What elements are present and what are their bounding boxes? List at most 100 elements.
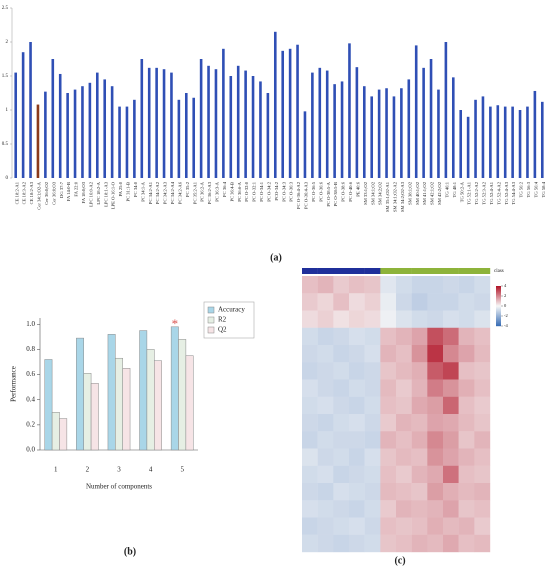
class-bar <box>364 268 381 274</box>
heat-cell <box>317 534 334 553</box>
bar <box>44 359 53 451</box>
heat-cell <box>364 465 381 484</box>
class-bar <box>302 268 318 274</box>
heat-cell <box>411 293 428 311</box>
heat-cell <box>333 500 350 518</box>
bar <box>146 349 155 451</box>
bar <box>348 43 351 178</box>
panel-label: (b) <box>124 546 136 557</box>
heat-cell <box>427 276 444 294</box>
bar <box>451 77 455 178</box>
colorbar-step <box>496 325 501 327</box>
heat-cell <box>317 448 334 466</box>
heat-cell <box>380 310 397 328</box>
bar <box>407 79 411 178</box>
x-tick-label: 2 <box>86 466 90 474</box>
heat-cell <box>396 431 412 449</box>
heat-cell <box>364 448 381 466</box>
x-tick-label: SM 35:1;O2-A1 <box>385 181 390 212</box>
colorbar-step <box>496 303 501 305</box>
heat-cell <box>396 379 412 397</box>
heat-cell <box>302 379 318 397</box>
x-tick-label: PC 34:2-A3 <box>163 181 168 204</box>
colorbar-step <box>496 294 501 296</box>
y-tick-label: 1.5 <box>2 74 9 79</box>
x-tick-label: Cer 36:0;O3 <box>51 181 56 205</box>
colorbar-step <box>496 289 501 291</box>
heat-cell <box>458 345 475 363</box>
colorbar-step <box>496 306 501 308</box>
bar <box>259 81 262 178</box>
bar <box>51 59 55 178</box>
colorbar-label: -4 <box>504 323 508 328</box>
heat-cell <box>411 431 428 449</box>
heat-cell <box>458 414 475 432</box>
heat-cell <box>474 431 491 449</box>
heat-cell <box>411 465 428 484</box>
x-tick-label: TG 52:3-A2 <box>482 181 487 204</box>
x-tick-label: SM 34:2;O2-A3 <box>400 181 405 212</box>
bar <box>526 106 529 178</box>
bar <box>288 48 292 178</box>
x-tick-label: PC O-38:5-B <box>333 182 338 206</box>
heat-cell <box>380 500 397 518</box>
heat-cell <box>380 379 397 397</box>
y-tick-label: 0.2 <box>26 420 35 428</box>
heat-cell <box>317 362 334 380</box>
colorbar-step <box>496 290 501 292</box>
heat-cell <box>411 345 428 363</box>
colorbar-step <box>496 292 501 294</box>
heat-cell <box>443 483 459 501</box>
bar <box>437 89 440 178</box>
x-tick-label: SM 42:2;O2 <box>437 181 442 205</box>
x-tick-label: PC O-36:4-A3 <box>304 181 309 209</box>
heat-cell <box>302 327 318 346</box>
colorbar-label: 0 <box>504 303 507 308</box>
heat-cell <box>474 534 491 553</box>
heat-cell <box>380 534 397 553</box>
heat-cell <box>333 414 350 432</box>
class-bar <box>474 268 491 274</box>
heat-cell <box>302 517 318 535</box>
x-tick-label: SM 33:1;O2 <box>363 181 368 205</box>
bar <box>414 45 418 179</box>
y-tick-label: 2.5 <box>2 6 9 11</box>
colorbar-step <box>496 318 501 320</box>
heat-cell <box>349 431 365 449</box>
x-tick-label: PC O-36:3 <box>289 181 294 201</box>
heat-cell <box>458 517 475 535</box>
bar <box>481 96 485 178</box>
heat-cell <box>364 362 381 380</box>
heat-cell <box>380 327 397 346</box>
heat-cell <box>427 448 444 466</box>
heat-cell <box>474 414 491 432</box>
x-tick-label: PC O-36:5 <box>311 181 316 201</box>
heat-cell <box>427 379 444 397</box>
heat-cell <box>380 396 397 415</box>
heat-cell <box>333 431 350 449</box>
bar <box>44 91 47 178</box>
x-tick-label: PC 36:6-A <box>237 181 242 201</box>
bar <box>236 65 240 178</box>
colorbar-step <box>496 302 501 304</box>
bar <box>207 65 210 178</box>
heat-cell <box>364 414 381 432</box>
heat-cell <box>427 500 444 518</box>
colorbar-label: -2 <box>504 313 508 318</box>
heat-cell <box>411 276 428 294</box>
bar <box>178 339 187 451</box>
x-tick-label: PC 31:1-B <box>126 182 131 202</box>
heat-cell <box>427 431 444 449</box>
heat-cell <box>349 293 365 311</box>
x-tick-label: LPC 16:0-A2 <box>88 181 93 207</box>
heat-cell <box>317 517 334 535</box>
heat-cell <box>380 465 397 484</box>
heat-cell <box>396 293 412 311</box>
x-tick-label: FA 18:0;O3 <box>81 181 86 203</box>
bar <box>58 73 62 178</box>
heat-cell <box>333 396 350 415</box>
bar <box>429 59 433 178</box>
heat-cell <box>411 483 428 501</box>
legend-swatch <box>207 316 215 324</box>
heat-cell <box>458 362 475 380</box>
